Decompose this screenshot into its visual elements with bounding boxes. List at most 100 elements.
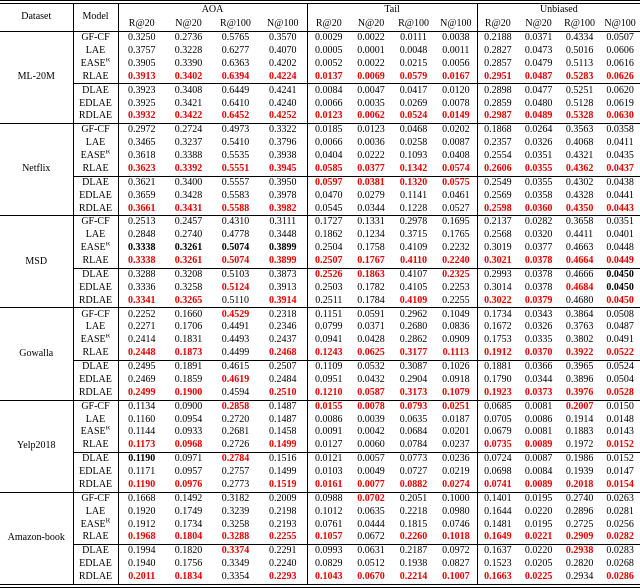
table-row: EASER 0.3338 0.3261 0.5074 0.3899 0.2504 0.175… (0, 241, 640, 255)
metric-cell: 0.1765 (442, 229, 470, 241)
metric-cell: 0.2240 (442, 255, 470, 266)
metric-cell: 0.0078 (350, 399, 393, 414)
metric-cell: 0.3922 (565, 347, 594, 359)
metric-cell: 0.4493 (221, 334, 250, 346)
metric-cell: 0.0444 (357, 518, 385, 530)
metric-cell: 0.3374 (212, 544, 259, 559)
metric-cell: 0.4778 (221, 229, 250, 241)
model-cell: EDLAE (72, 373, 118, 387)
header-metric: N@100 (440, 17, 472, 29)
metric-cell: 0.2513 (117, 215, 165, 230)
metric-cell: 0.2469 (117, 373, 165, 387)
metric-cell: 0.1873 (174, 347, 203, 359)
metric-cell: 0.0001 (357, 45, 385, 57)
metric-cell: 0.1342 (399, 162, 428, 174)
model-cell: LAE (72, 229, 118, 242)
model-superscript: R (105, 518, 111, 525)
metric-cell: 0.0195 (524, 518, 553, 530)
metric-cell: 0.4663 (565, 242, 594, 254)
table-row: Netflix GF-CF 0.2972 0.2724 0.4973 0.3322 0.01… (0, 123, 640, 216)
model-superscript: R (105, 426, 111, 433)
metric-cell: 0.0799 (306, 321, 351, 335)
metric-cell: 0.4202 (269, 57, 297, 69)
header-metric: N@100 (604, 17, 636, 29)
metric-cell: 0.0491 (606, 334, 634, 346)
model-cell: GF-CF (72, 123, 118, 138)
metric-cell: 0.2255 (442, 294, 470, 306)
results-table: Dataset Model AOA Tail Unbiased R@20 N@20… (0, 3, 640, 585)
metric-cell: 0.2009 (259, 491, 308, 506)
metric-cell: 0.3431 (174, 202, 203, 214)
metric-cell: 0.6277 (221, 45, 250, 57)
metric-cell: 0.0370 (524, 347, 553, 359)
metric-cell: 0.0221 (524, 531, 553, 543)
table-row: EASER 0.3905 0.3390 0.6363 0.4202 0.0052 0.002… (0, 57, 640, 71)
table-row: LAE 0.3757 0.3228 0.6277 0.4070 0.0005 0.0001 0… (0, 44, 640, 58)
metric-cell: 0.2736 (165, 30, 212, 45)
metric-cell: 0.2510 (269, 386, 297, 398)
metric-cell: 0.2499 (117, 386, 165, 400)
metric-cell: 0.5110 (221, 294, 250, 306)
metric-cell: 0.3338 (117, 241, 165, 255)
metric-cell: 0.5251 (559, 83, 601, 98)
metric-cell: 0.5103 (212, 267, 259, 282)
metric-cell: 0.0378 (518, 267, 560, 282)
metric-cell: 0.0111 (392, 30, 436, 45)
metric-cell: 0.2468 (269, 347, 297, 359)
metric-cell: 0.6452 (221, 110, 250, 122)
metric-cell: 0.1914 (565, 413, 594, 425)
metric-cell: 0.1007 (442, 571, 470, 583)
metric-cell: 0.3621 (117, 175, 165, 190)
metric-cell: 0.0022 (357, 57, 385, 69)
metric-cell: 0.3428 (174, 189, 203, 201)
metric-cell: 0.0286 (606, 571, 634, 583)
metric-cell: 0.1859 (174, 373, 203, 385)
metric-cell: 0.5765 (212, 30, 259, 45)
metric-cell: 0.3802 (565, 334, 594, 346)
metric-cell: 0.4615 (212, 359, 259, 374)
metric-cell: 0.3899 (269, 242, 297, 254)
metric-cell: 0.0836 (442, 321, 470, 333)
metric-cell: 0.2187 (392, 544, 436, 559)
model-cell: EDLAE (72, 465, 118, 479)
metric-cell: 0.4362 (565, 162, 594, 174)
metric-cell: 0.0123 (350, 123, 393, 138)
metric-cell: 0.0620 (600, 83, 640, 98)
metric-cell: 0.0968 (174, 439, 203, 451)
metric-cell: 0.0225 (524, 571, 553, 583)
metric-cell: 0.2253 (442, 281, 470, 293)
metric-cell: 0.4109 (399, 242, 428, 254)
metric-cell: 0.1891 (165, 359, 212, 374)
table-row: RLAE 0.1968 0.1804 0.3288 0.2255 0.1057 0.0672… (0, 531, 640, 545)
table-row: RDLAE 0.3341 0.3265 0.5110 0.3914 0.2511 0.178… (0, 294, 640, 308)
metric-cell: 0.3945 (269, 162, 297, 174)
metric-cell: 0.0941 (306, 334, 351, 347)
metric-cell: 0.1079 (442, 386, 470, 398)
metric-cell: 0.0268 (606, 558, 634, 570)
metric-cell: 0.3913 (269, 281, 297, 293)
metric-cell: 0.5535 (221, 150, 250, 162)
metric-cell: 0.0066 (306, 97, 351, 111)
metric-cell: 0.0237 (442, 439, 470, 451)
metric-cell: 0.0149 (442, 110, 470, 122)
table-row: EDLAE 0.3659 0.3428 0.5583 0.3978 0.0470 0.027… (0, 189, 640, 203)
metric-cell: 0.0086 (524, 413, 553, 425)
model-cell: DLAE (72, 83, 118, 98)
metric-cell: 0.0127 (306, 439, 351, 453)
metric-cell: 0.4107 (392, 267, 436, 282)
metric-cell: 0.4105 (399, 281, 428, 293)
table-row: RLAE 0.1173 0.0968 0.2726 0.1499 0.0127 0.0060… (0, 439, 640, 453)
metric-cell: 0.3421 (174, 97, 203, 109)
metric-cell: 0.4491 (221, 321, 250, 333)
metric-cell: 0.0373 (524, 386, 553, 398)
metric-cell: 0.0358 (600, 123, 640, 138)
metric-cell: 0.3177 (399, 347, 428, 359)
metric-cell: 0.0625 (357, 347, 385, 359)
metric-cell: 0.1672 (476, 321, 519, 335)
metric-cell: 0.1171 (117, 465, 165, 479)
model-cell: GF-CF (72, 30, 118, 45)
metric-cell: 0.1228 (399, 202, 428, 214)
header-row-groups: Dataset Model AOA Tail Unbiased (0, 3, 640, 32)
metric-cell: 0.3322 (259, 123, 308, 138)
metric-cell: 0.3899 (269, 255, 297, 266)
